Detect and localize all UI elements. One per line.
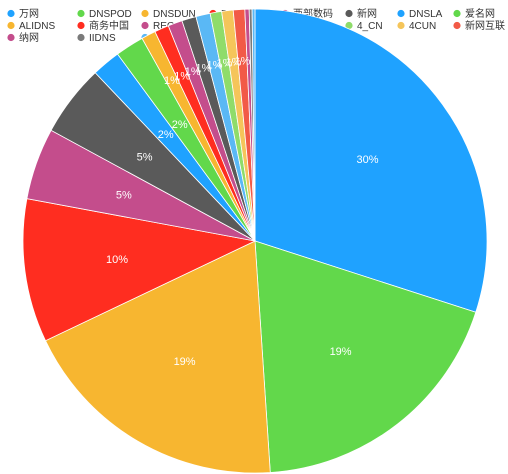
slice-value-label: 1%: [196, 63, 212, 75]
slice-value-label: 1%: [164, 75, 180, 87]
legend-label[interactable]: DNSDUN: [153, 9, 196, 20]
legend-swatch: [7, 21, 15, 30]
legend-swatch: [397, 21, 405, 30]
slice-value-label: 1%: [217, 58, 233, 70]
legend-swatch: [7, 9, 15, 18]
legend-label[interactable]: 4CUN: [409, 21, 436, 32]
legend-label[interactable]: 商务中国: [89, 19, 129, 32]
legend-label[interactable]: DNSLA: [409, 9, 443, 20]
legend-label[interactable]: ALIDNS: [19, 21, 55, 32]
legend-label[interactable]: 爱名网: [465, 7, 495, 20]
legend-swatch: [77, 21, 85, 30]
slice-value-label: 1%: [207, 60, 223, 72]
legend-label[interactable]: IIDNS: [89, 33, 116, 44]
slice-value-label: 2%: [172, 119, 188, 131]
slice-value-label: 5%: [137, 151, 153, 163]
pie-slice[interactable]: [22, 198, 257, 342]
slice-value-label: 1%: [185, 66, 201, 78]
pie-slice[interactable]: [44, 240, 271, 474]
slice-value-label: 1%: [235, 55, 251, 67]
legend-swatch: [453, 21, 461, 30]
legend-label[interactable]: 新网互联: [465, 19, 505, 32]
legend-swatch: [397, 9, 405, 18]
legend-swatch: [77, 9, 85, 18]
legend-label[interactable]: 新网: [357, 7, 377, 20]
legend-swatch: [7, 33, 15, 42]
legend-swatch: [453, 9, 461, 18]
slice-value-label: 5%: [116, 190, 132, 202]
pie-slice[interactable]: [254, 240, 477, 473]
slice-value-label: 2%: [158, 129, 174, 141]
pie-slices: [22, 8, 488, 474]
slice-value-label: 19%: [330, 346, 352, 358]
slice-value-label: 19%: [174, 356, 196, 368]
legend-swatch: [345, 9, 353, 18]
legend-label[interactable]: 4_CN: [357, 21, 383, 32]
legend-swatch: [77, 33, 85, 42]
slice-value-label: 1%: [174, 70, 190, 82]
slice-labels: 30%19%19%10%5%5%2%2%1%1%1%1%1%1%1%1%: [106, 55, 379, 368]
legend-label[interactable]: 纳网: [19, 31, 39, 44]
slice-value-label: 10%: [106, 254, 128, 266]
pie-slice[interactable]: [254, 8, 488, 313]
slice-value-label: 1%: [226, 56, 242, 68]
pie-slice[interactable]: [251, 8, 256, 242]
legend-swatch: [141, 9, 149, 18]
slice-value-label: 30%: [357, 154, 379, 166]
legend-label[interactable]: 万网: [19, 8, 39, 20]
legend-swatch: [141, 21, 149, 30]
legend-swatch: [345, 21, 353, 30]
legend-label[interactable]: DNSPOD: [89, 9, 132, 20]
